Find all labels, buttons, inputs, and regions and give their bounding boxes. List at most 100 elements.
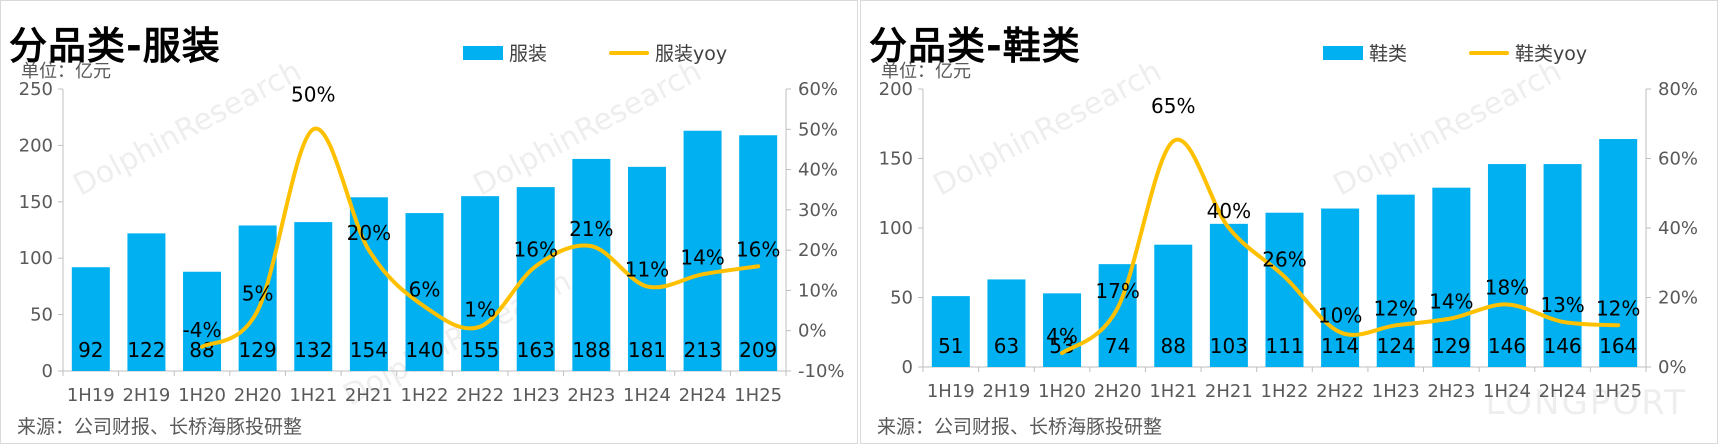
x-tick-label: 1H20 (1038, 381, 1086, 402)
left-tick-label: 0 (902, 357, 913, 378)
bar-value-label: 154 (350, 338, 388, 362)
right-tick-label: 30% (798, 200, 838, 221)
yoy-value-label: 21% (569, 217, 613, 241)
right-tick-label: 40% (798, 160, 838, 181)
bar-value-label: 124 (1377, 334, 1415, 358)
yoy-value-label: 16% (736, 237, 780, 261)
x-tick-label: 2H19 (122, 385, 170, 406)
bar (683, 130, 722, 371)
bar-value-label: 129 (1432, 334, 1470, 358)
x-tick-label: 1H22 (401, 385, 449, 406)
legend-item-bar: 服装 (463, 39, 547, 66)
chart-title: 分品类-服装 (9, 24, 221, 68)
bar (405, 213, 444, 371)
bar (71, 267, 110, 371)
yoy-value-label: 13% (1540, 293, 1584, 317)
x-tick-label: 1H23 (1372, 381, 1420, 402)
yoy-value-label: 16% (514, 237, 558, 261)
x-tick-label: 2H24 (679, 385, 727, 406)
legend-bar-swatch (1323, 45, 1363, 60)
source-label: 来源：公司财报、长桥海豚投研整 (877, 416, 1163, 438)
bar (931, 296, 970, 367)
yoy-value-label: 20% (347, 221, 391, 245)
bar-value-label: 122 (127, 338, 165, 362)
legend-line-swatch (609, 50, 650, 55)
left-tick-label: 150 (879, 149, 913, 170)
chart-panel-apparel: 分品类-服装 单位：亿元 服装 服装yoy DolphinResearch Do… (0, 0, 858, 444)
left-tick-label: 200 (879, 79, 913, 100)
legend-bar-label: 服装 (509, 43, 548, 65)
x-tick-label: 2H20 (1094, 381, 1142, 402)
bar-value-label: 92 (78, 338, 103, 362)
bar-value-label: 209 (739, 338, 777, 362)
bar-value-label: 155 (461, 338, 499, 362)
right-tick-label: 60% (1658, 149, 1698, 170)
yoy-value-label: 10% (1318, 303, 1362, 327)
bar-value-label: 164 (1599, 334, 1637, 358)
bar (987, 279, 1026, 367)
unit-label: 单位：亿元 (881, 61, 971, 82)
legend-item-bar: 鞋类 (1323, 39, 1407, 66)
right-tick-label: 50% (798, 119, 838, 140)
x-tick-label: 2H23 (1427, 381, 1475, 402)
left-tick-label: 50 (30, 305, 53, 326)
right-tick-label: 0% (1658, 357, 1687, 378)
right-tick-label: 80% (1658, 79, 1698, 100)
watermark-brand: LONGPORT (1485, 383, 1687, 423)
bar-value-label: 163 (517, 338, 555, 362)
x-tick-label: 1H19 (67, 385, 115, 406)
source-label: 来源：公司财报、长桥海豚投研整 (17, 416, 303, 438)
yoy-value-label: -4% (183, 318, 222, 342)
yoy-value-label: 6% (409, 278, 441, 302)
left-tick-label: 150 (19, 192, 53, 213)
legend-line-swatch (1469, 50, 1510, 55)
left-tick-label: 100 (19, 248, 53, 269)
bar (1432, 187, 1471, 367)
left-tick-label: 250 (19, 79, 53, 100)
right-tick-label: -10% (798, 361, 845, 382)
bar (127, 233, 166, 371)
x-tick-label: 1H25 (734, 385, 782, 406)
x-tick-label: 2H21 (1205, 381, 1253, 402)
bar (1321, 208, 1360, 367)
yoy-value-label: 65% (1151, 94, 1195, 118)
left-tick-label: 50 (890, 288, 913, 309)
yoy-value-label: 12% (1596, 296, 1640, 320)
combo-chart-apparel: 0 50 100 150 200 250 -10% 0% 10% 20% 30% 40% 50% 60% 1… (19, 79, 845, 406)
legend-item-line: 服装yoy (609, 39, 727, 66)
bar-value-label: 146 (1543, 334, 1581, 358)
x-tick-label: 2H22 (1316, 381, 1364, 402)
bar (1154, 244, 1193, 367)
left-tick-label: 200 (19, 135, 53, 156)
bar (627, 166, 666, 371)
bar (739, 135, 778, 371)
bar-value-label: 111 (1265, 334, 1303, 358)
bar-value-label: 146 (1488, 334, 1526, 358)
legend-bar-label: 鞋类 (1369, 43, 1408, 65)
bar-value-label: 132 (294, 338, 332, 362)
right-tick-label: 0% (798, 321, 827, 342)
bar (1599, 139, 1638, 367)
x-tick-label: 1H24 (623, 385, 671, 406)
bar-value-label: 140 (405, 338, 443, 362)
bar (1487, 164, 1526, 367)
chart-panel-footwear: 分品类-鞋类 单位：亿元 鞋类 鞋类yoy DolphinResearch Do… (860, 0, 1718, 444)
x-tick-label: 1H22 (1261, 381, 1309, 402)
yoy-line (200, 126, 761, 349)
right-tick-label: 10% (798, 280, 838, 301)
yoy-value-label: 40% (1207, 199, 1251, 223)
x-tick-label: 1H21 (1149, 381, 1197, 402)
bar (572, 158, 611, 371)
right-tick-label: 20% (1658, 288, 1698, 309)
bar (238, 225, 277, 371)
yoy-value-label: 26% (1262, 248, 1306, 272)
combo-chart-footwear: 0 50 100 150 200 0% 20% 40% 60% 80% 1H19 2H19 1H20 2H… (879, 79, 1698, 402)
bar-value-label: 103 (1210, 334, 1248, 358)
x-tick-label: 1H19 (927, 381, 975, 402)
x-tick-label: 2H24 (1539, 381, 1587, 402)
x-tick-label: 2H21 (345, 385, 393, 406)
legend-line-label: 服装yoy (655, 43, 728, 65)
yoy-value-label: 12% (1374, 296, 1418, 320)
bar-value-label: 129 (239, 338, 277, 362)
yoy-value-label: 1% (464, 298, 496, 322)
